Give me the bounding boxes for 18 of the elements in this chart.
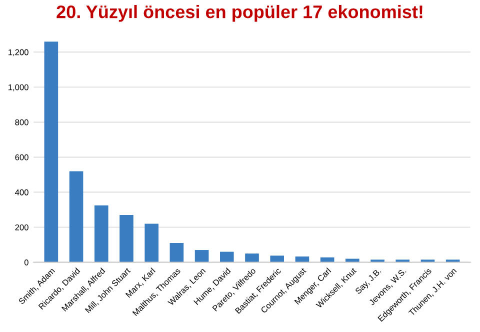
y-tick-label: 200 <box>15 224 28 230</box>
y-tick-label: 600 <box>15 154 28 160</box>
bar <box>270 256 284 262</box>
bar <box>69 171 84 262</box>
bar <box>94 205 108 262</box>
bar <box>194 250 209 262</box>
bar <box>245 254 259 262</box>
y-tick-label: 0 <box>24 259 28 266</box>
bar <box>170 243 184 262</box>
bar <box>44 42 58 262</box>
chart-title: 20. Yüzyıl öncesi en popüler 17 ekonomist! <box>56 4 422 22</box>
bar <box>220 252 234 262</box>
bar <box>120 214 134 262</box>
y-tick-label: 800 <box>15 119 28 126</box>
y-tick-label: 1,200 <box>8 49 28 56</box>
y-tick-label: 400 <box>15 189 28 196</box>
bar <box>144 224 158 262</box>
y-tick-label: 1,000 <box>8 84 28 92</box>
